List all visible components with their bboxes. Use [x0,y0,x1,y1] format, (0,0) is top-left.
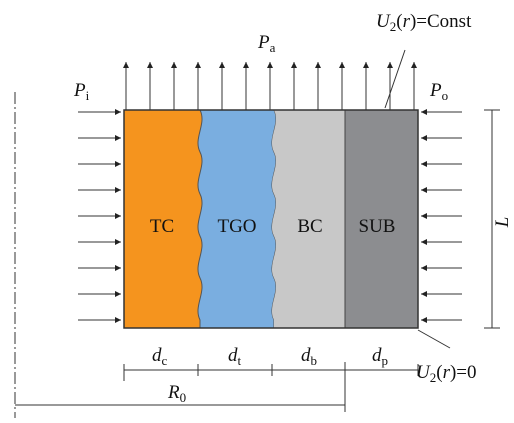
label-length: L [492,217,513,229]
radius-dimension [15,362,346,412]
label-dc: dc [152,345,168,368]
label-dp: dp [372,345,388,368]
label-bc-bottom: U2(r)=0 [416,362,477,385]
layer-label-tgo: TGO [217,216,256,237]
outer-pressure-arrows [421,109,462,323]
thickness-dimension [123,364,419,381]
label-db: db [301,345,317,368]
layer-sub-fill [345,110,418,328]
label-po: Po [429,80,448,103]
label-r0: R0 [167,382,186,405]
bc-top-leader [384,49,406,109]
label-dt: dt [228,345,242,368]
label-pa: Pa [257,32,276,55]
length-dimension [484,109,500,329]
label-pi: Pi [73,80,90,103]
layer-bc-fill [273,110,345,328]
layer-label-tc: TC [150,216,174,237]
layer-tc-fill [124,110,204,328]
layered-body-outline [123,109,419,329]
tc-wave-fill [194,110,203,328]
bc-wave-fill [271,110,282,328]
inner-pressure-arrows [78,109,121,323]
layer-label-bc: BC [297,216,322,237]
bc-bottom-leader [417,329,451,349]
axial-pressure-arrows [123,62,417,110]
label-bc-top: U2(r)=Const [376,11,472,34]
layer-label-sub: SUB [359,216,396,237]
